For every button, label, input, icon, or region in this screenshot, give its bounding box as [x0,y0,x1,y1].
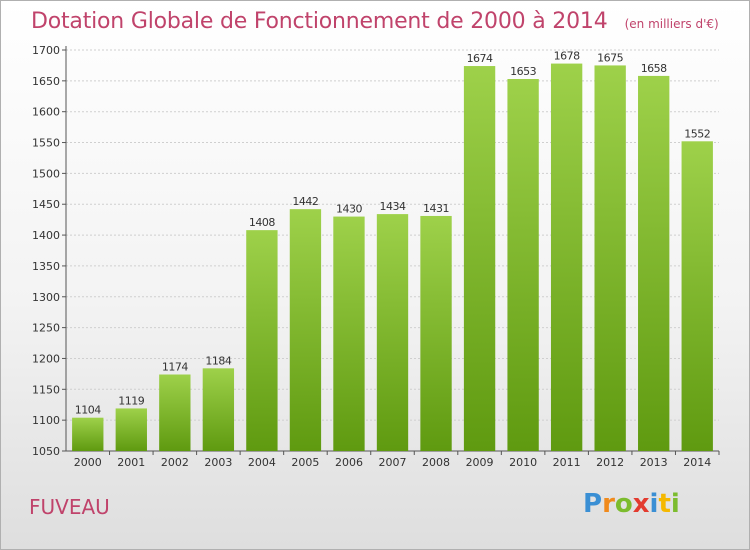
x-tick-label: 2009 [466,456,494,469]
axes: 1050 1100 1150 1200 1250 1300 1350 1400 1450 1500… [32,44,720,469]
y-tick-label: 1150 [32,383,60,396]
bar-2013 [638,75,670,451]
x-tick-label: 2008 [422,456,450,469]
x-tick-label: 2000 [74,456,102,469]
y-tick-label: 1650 [32,75,60,88]
bar-2007 [376,214,409,451]
y-tick-label: 1050 [32,445,60,458]
x-tick-label: 2010 [509,456,537,469]
x-tick-label: 2006 [335,456,363,469]
bar-2008 [420,215,452,451]
x-tick-label: 2014 [683,456,711,469]
bar-2002 [159,374,191,451]
title-row: Dotation Globale de Fonctionnement de 20… [31,9,719,34]
y-tick-label: 1200 [32,352,60,365]
y-tick-label: 1450 [32,198,60,211]
bar-2003 [202,368,235,451]
bar-2009 [463,66,496,451]
data-labels: 1104 1119 1174 1184 1408 1442 1430 1434 1431 1674… [75,50,711,417]
data-label-2010: 1653 [510,65,536,78]
data-label-2003: 1184 [205,354,231,367]
data-label-2007: 1434 [380,200,406,213]
bar-2001 [115,408,147,451]
data-label-2001: 1119 [118,394,144,407]
chart-subtitle: (en milliers d'€) [624,17,719,31]
bar-2006 [333,216,365,451]
data-label-2011: 1678 [554,50,580,63]
data-label-2000: 1104 [75,404,101,417]
y-tick-label: 1400 [32,229,60,242]
bar-2000 [72,417,104,451]
y-tick-label: 1350 [32,260,60,273]
y-tick-label: 1100 [32,414,60,427]
data-label-2012: 1675 [597,51,623,64]
y-tick-label: 1250 [32,322,60,335]
x-tick-label: 2005 [291,456,319,469]
data-label-2002: 1174 [162,361,188,374]
y-tick-label: 1700 [32,44,60,57]
x-tick-label: 2003 [204,456,232,469]
data-label-2013: 1658 [641,62,667,75]
bar-2014 [681,141,713,451]
y-tick-label: 1500 [32,167,60,180]
y-tick-label: 1300 [32,291,60,304]
x-tick-label: 2001 [117,456,145,469]
bar-2012 [594,65,626,451]
x-tick-label: 2011 [553,456,581,469]
bar-2011 [550,63,583,452]
data-label-2014: 1552 [684,127,710,140]
x-tick-label: 2007 [379,456,407,469]
proxiti-logo[interactable]: Proxiti [583,489,680,519]
bar-2004 [246,230,278,451]
x-tick-label: 2012 [596,456,624,469]
y-tick-label: 1550 [32,137,60,150]
x-tick-label: 2004 [248,456,276,469]
chart-title: Dotation Globale de Fonctionnement de 20… [31,9,608,34]
data-label-2006: 1430 [336,203,362,216]
y-tick-label: 1600 [32,106,60,119]
data-label-2009: 1674 [467,52,493,65]
x-tick-label: 2002 [161,456,189,469]
bar-2005 [289,209,322,451]
commune-name: FUVEAU [29,495,110,519]
bars [72,63,713,452]
data-label-2004: 1408 [249,216,275,229]
x-tick-label: 2013 [640,456,668,469]
data-label-2005: 1442 [292,195,318,208]
data-label-2008: 1431 [423,202,449,215]
bar-2010 [507,78,539,451]
